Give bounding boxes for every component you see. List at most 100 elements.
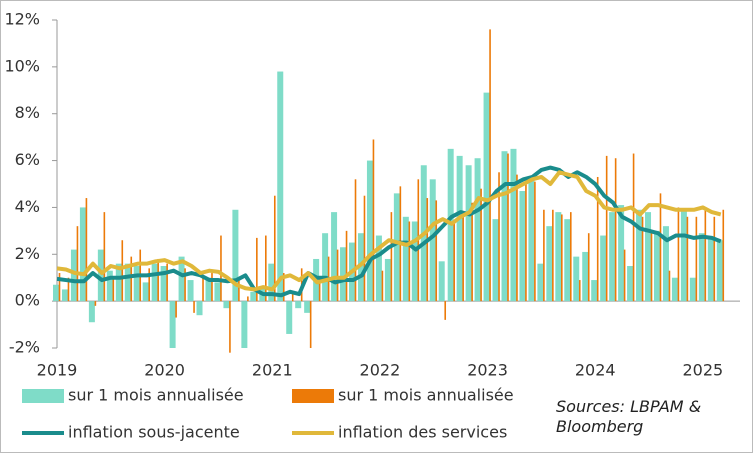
y-tick-label: 8%: [15, 103, 40, 122]
bar: [220, 235, 222, 302]
bar: [543, 209, 545, 302]
bar: [510, 148, 517, 302]
bar: [70, 249, 77, 302]
bar: [121, 240, 124, 302]
bar: [85, 198, 88, 302]
bar: [444, 301, 447, 320]
bar: [600, 235, 607, 302]
bar: [632, 153, 635, 302]
bar: [680, 209, 687, 302]
bar: [133, 266, 140, 302]
bar: [704, 207, 707, 302]
bar: [686, 216, 689, 302]
bar: [393, 193, 400, 302]
bar: [578, 280, 581, 302]
legend-swatch: [22, 389, 64, 403]
bar: [623, 249, 626, 302]
bar: [79, 207, 86, 302]
bar: [627, 266, 634, 302]
bar: [295, 301, 302, 309]
bar: [605, 155, 608, 302]
bar: [193, 301, 195, 313]
bar: [247, 296, 249, 302]
bar: [498, 172, 500, 302]
y-tick-label: 12%: [4, 10, 40, 29]
bar: [552, 209, 554, 302]
bar: [713, 216, 716, 302]
bar: [653, 230, 660, 302]
bar: [614, 158, 617, 302]
bar: [354, 179, 357, 302]
bar: [202, 277, 204, 302]
bar: [265, 235, 267, 302]
bar: [291, 294, 294, 302]
legend-label: inflation des services: [338, 423, 507, 442]
x-tick-label: 2020: [144, 361, 185, 380]
bar: [273, 195, 276, 302]
bar: [169, 301, 176, 348]
legend-label: sur 1 mois annualisée: [68, 386, 244, 405]
bar: [97, 249, 104, 302]
x-tick-label: 2022: [360, 361, 401, 380]
bar: [318, 277, 321, 302]
bar: [561, 214, 563, 302]
bar: [130, 256, 133, 302]
bar: [507, 153, 509, 302]
legend-swatch: [292, 389, 334, 403]
bar: [537, 263, 544, 302]
bar: [429, 179, 436, 302]
bar: [250, 291, 257, 302]
bar: [618, 205, 625, 302]
bar: [645, 212, 652, 302]
bar: [462, 214, 464, 302]
bar: [76, 226, 79, 302]
bar: [453, 221, 455, 302]
bar: [175, 301, 177, 318]
bar: [106, 270, 113, 302]
y-tick-label: -2%: [9, 338, 40, 357]
bar: [546, 226, 553, 302]
bar: [58, 273, 61, 302]
x-tick-label: 2025: [682, 361, 723, 380]
bar: [384, 258, 391, 302]
bar: [157, 258, 159, 302]
bar: [408, 221, 411, 302]
bar: [426, 198, 429, 302]
bar: [671, 277, 678, 302]
bar: [357, 233, 364, 302]
bar: [115, 263, 122, 302]
x-tick-label: 2024: [575, 361, 616, 380]
bar: [322, 233, 329, 302]
bar: [555, 212, 562, 302]
bar: [196, 301, 203, 316]
bar: [340, 247, 347, 302]
bar: [205, 277, 212, 302]
bar: [160, 266, 167, 302]
bar: [151, 263, 158, 302]
bar: [636, 209, 643, 302]
bar: [372, 139, 375, 302]
bar: [641, 216, 644, 302]
bar: [229, 301, 231, 353]
bar: [689, 277, 696, 302]
bar: [456, 155, 463, 302]
bar: [124, 263, 131, 302]
bar: [178, 256, 185, 302]
bar: [256, 237, 258, 302]
bar: [345, 230, 348, 302]
source-note: Sources: LBPAM & Bloomberg: [556, 397, 702, 436]
bar: [304, 301, 311, 313]
bar: [707, 237, 714, 302]
bar: [677, 207, 680, 302]
bar: [534, 181, 536, 302]
bar: [695, 216, 698, 302]
bar: [528, 176, 535, 302]
bar: [722, 209, 725, 302]
bar: [662, 226, 669, 302]
bar: [53, 284, 59, 302]
bar: [268, 263, 275, 302]
y-tick-label: 2%: [15, 244, 40, 263]
bar: [569, 212, 572, 302]
bar: [609, 212, 616, 302]
